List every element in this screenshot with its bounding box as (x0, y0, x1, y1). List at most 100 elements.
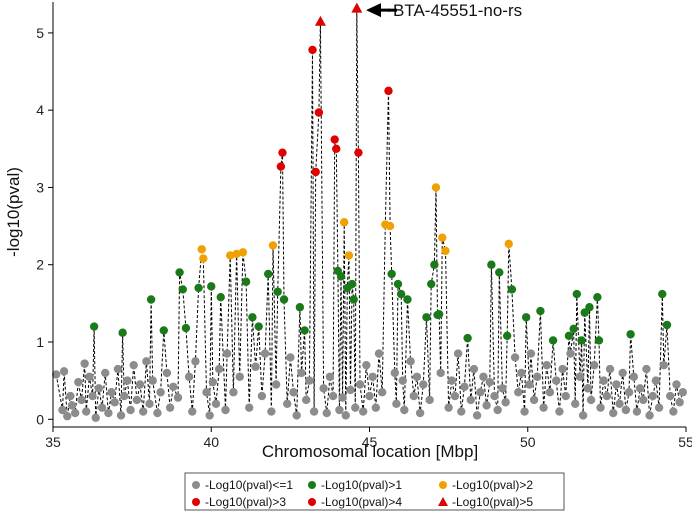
data-point (59, 367, 69, 376)
legend-label-le1: -Log10(pval)<=1 (205, 478, 293, 492)
data-point (302, 395, 311, 405)
data-point (412, 372, 422, 381)
peak-point-gt1 (521, 313, 531, 322)
data-point (639, 395, 648, 405)
data-point (482, 401, 491, 410)
data-point (289, 388, 298, 397)
data-point (520, 407, 529, 416)
peak-point-gt1 (159, 326, 168, 335)
data-point (346, 385, 355, 395)
data-point (325, 372, 335, 381)
peak-point-gt1 (572, 289, 582, 299)
data-point (501, 398, 510, 407)
peak-point-gt1 (594, 336, 604, 345)
peak-point-gt1 (207, 282, 216, 291)
peak-point-gt1 (178, 285, 187, 294)
peak-point-gt2 (438, 233, 447, 242)
data-point (351, 403, 360, 412)
peak-point-gt1 (396, 289, 406, 299)
data-point (605, 364, 615, 374)
data-point (214, 364, 224, 374)
data-point (94, 384, 104, 393)
data-point (525, 380, 534, 389)
data-point (126, 405, 135, 415)
data-point (669, 407, 678, 416)
data-point (129, 360, 138, 370)
data-point (145, 399, 154, 409)
data-point (355, 380, 365, 389)
y-tick-label: 2 (36, 257, 44, 273)
peak-point-gt2 (238, 248, 248, 257)
peak-point-gt2 (504, 239, 513, 249)
data-point (257, 391, 267, 401)
data-point (191, 357, 200, 366)
data-point (566, 349, 575, 358)
peak-point-gt1 (254, 322, 263, 331)
data-point (116, 411, 126, 420)
peak-point-gt2 (385, 221, 395, 231)
data-point (457, 407, 466, 416)
data-point (309, 407, 319, 416)
data-point (406, 357, 415, 366)
data-point (297, 368, 306, 378)
legend-label-gt5: -Log10(pval)>5 (452, 495, 533, 509)
data-point (221, 405, 230, 415)
data-point (169, 382, 178, 392)
data-point (335, 405, 344, 415)
data-point (436, 368, 445, 378)
data-point (629, 372, 638, 381)
data-point (365, 391, 374, 401)
data-point (222, 349, 232, 358)
peak-point-gt1 (241, 277, 251, 286)
y-tick-label: 3 (36, 179, 44, 195)
x-tick-label: 35 (45, 434, 61, 450)
data-point (362, 360, 371, 370)
peak-point-gt2 (441, 246, 450, 256)
data-point (368, 372, 377, 381)
data-point (142, 357, 151, 366)
data-point (498, 384, 507, 393)
x-tick-label: 55 (678, 434, 692, 450)
peak-point-gt2 (268, 241, 278, 250)
peak-point-gt1 (662, 320, 672, 330)
data-point (632, 407, 642, 416)
peak-point-gt5 (351, 2, 363, 13)
data-point (153, 408, 162, 418)
peak-point-gt1 (495, 268, 504, 277)
peak-point-gt1 (463, 333, 472, 343)
data-point (533, 372, 542, 381)
data-point (493, 405, 502, 415)
peak-point-gt2 (197, 245, 206, 254)
legend-marker-gt2 (439, 481, 447, 489)
data-point (419, 380, 428, 389)
x-tick-label: 50 (520, 434, 536, 450)
legend-label-gt1: -Log10(pval)>1 (321, 478, 402, 492)
data-point (390, 368, 400, 378)
y-tick-label: 1 (36, 334, 44, 350)
x-axis-title: Chromosomal location [Mbp] (262, 442, 478, 461)
data-point (113, 364, 123, 374)
peak-point-gt1 (427, 279, 436, 289)
y-tick-label: 0 (36, 411, 44, 427)
data-point (561, 391, 570, 401)
data-point (672, 380, 681, 389)
peak-point-gt1 (295, 303, 305, 312)
data-point (618, 368, 627, 378)
peak-point-gt3 (332, 144, 341, 154)
data-point (645, 411, 654, 420)
x-tick-label: 40 (203, 434, 219, 450)
data-point (583, 384, 593, 393)
data-point (590, 360, 599, 370)
legend-label-gt2: -Log10(pval)>2 (452, 478, 533, 492)
arrow-left-icon (366, 3, 381, 18)
data-point (621, 405, 631, 415)
data-point (476, 388, 485, 397)
data-point (609, 408, 618, 418)
peak-point-gt1 (248, 313, 257, 322)
data-point (156, 388, 165, 397)
data-point (545, 388, 555, 397)
peak-point-gt1 (194, 283, 203, 293)
peak-point-gt2 (199, 254, 208, 263)
data-point (328, 391, 338, 401)
peak-point-gt1 (507, 285, 517, 294)
